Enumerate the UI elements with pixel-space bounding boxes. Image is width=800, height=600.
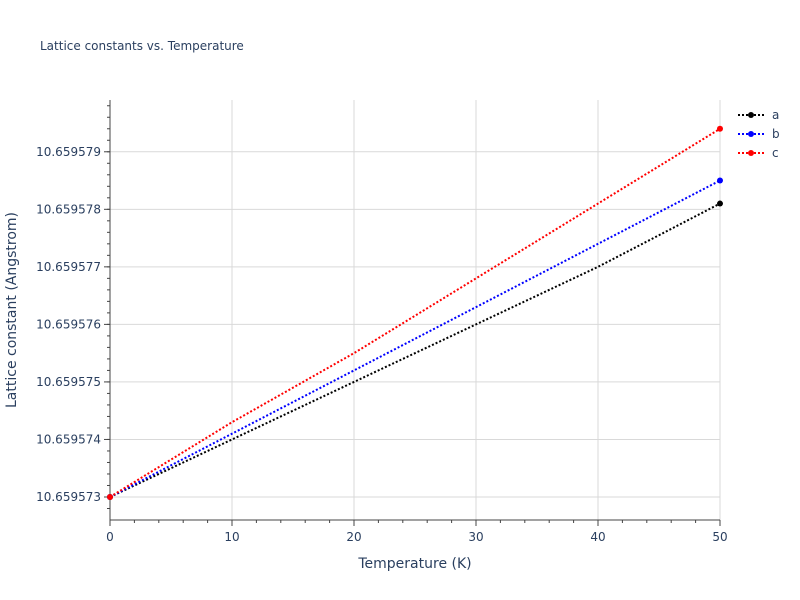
y-tick-label: 10.659578 bbox=[36, 202, 101, 216]
legend-label-c: c bbox=[772, 146, 779, 160]
y-axis-title: Lattice constant (Angstrom) bbox=[4, 212, 20, 408]
x-axis-title: Temperature (K) bbox=[357, 556, 471, 572]
x-tick-label: 20 bbox=[346, 530, 361, 544]
x-tick-label: 50 bbox=[712, 530, 727, 544]
data-point-a bbox=[717, 200, 723, 207]
legend-label-b: b bbox=[772, 127, 780, 141]
grid-lines bbox=[110, 100, 721, 520]
data-point-b bbox=[717, 177, 723, 184]
chart-title: Lattice constants vs. Temperature bbox=[40, 39, 244, 53]
legend: abc bbox=[738, 108, 780, 160]
x-tick-label: 30 bbox=[468, 530, 483, 544]
series-line-c bbox=[109, 127, 721, 498]
legend-marker-c bbox=[748, 150, 754, 156]
plot-series bbox=[107, 125, 723, 500]
x-tick-label: 40 bbox=[590, 530, 605, 544]
y-tick-label: 10.659577 bbox=[36, 260, 101, 274]
series-line-b bbox=[109, 179, 721, 498]
legend-label-a: a bbox=[772, 108, 779, 122]
y-tick-label: 10.659576 bbox=[36, 317, 101, 331]
legend-marker-a bbox=[748, 112, 754, 118]
x-tick-label: 10 bbox=[224, 530, 239, 544]
y-tick-label: 10.659575 bbox=[36, 375, 101, 389]
y-tick-label: 10.659573 bbox=[36, 490, 101, 504]
y-tick-label: 10.659579 bbox=[36, 145, 101, 159]
legend-marker-b bbox=[748, 131, 754, 137]
series-line-a bbox=[109, 202, 721, 498]
data-point-c bbox=[717, 125, 723, 132]
data-point-c bbox=[107, 493, 113, 500]
y-tick-label: 10.659574 bbox=[36, 432, 101, 446]
x-tick-label: 0 bbox=[106, 530, 114, 544]
axes: 0 10 20 30 40 50 10.659573 10.659574 10.659575 10… bbox=[36, 100, 728, 544]
